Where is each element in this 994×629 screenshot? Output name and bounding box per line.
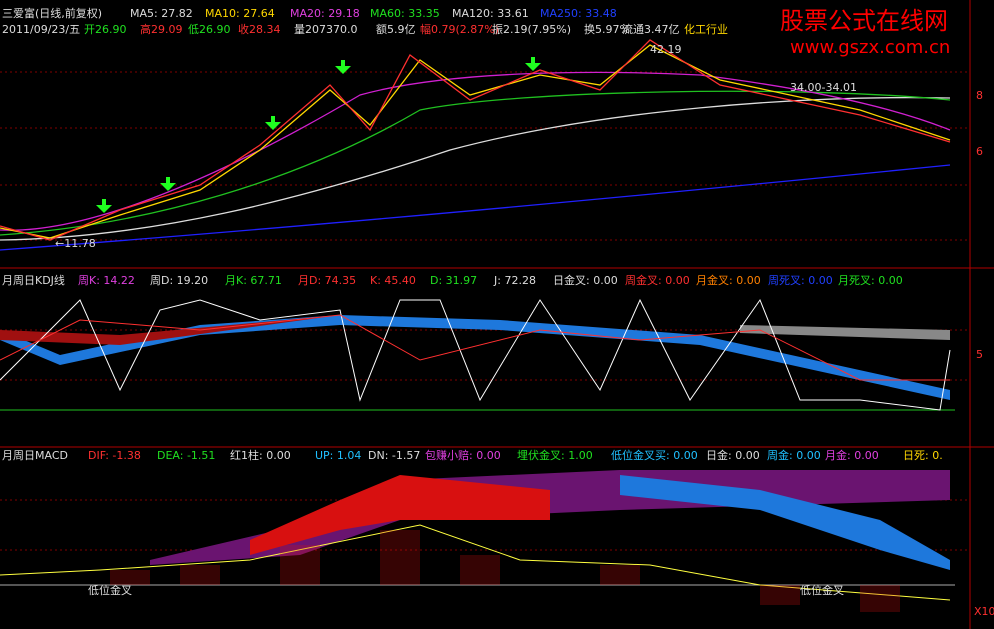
macd-label: 红1柱: 0.00 bbox=[230, 448, 291, 462]
macd-label: 周金: 0.00 bbox=[767, 448, 821, 462]
kdj-label: 周金叉: 0.00 bbox=[625, 273, 690, 287]
watermark-url: www.gszx.com.cn bbox=[790, 37, 950, 58]
ma-label: MA60: 33.35 bbox=[370, 7, 440, 20]
price-annotation: 34.00-34.01 bbox=[790, 81, 857, 94]
watermark-title: 股票公式在线网 bbox=[780, 7, 948, 35]
kdj-label: 周K: 14.22 bbox=[78, 274, 135, 287]
kdj-label: 月D: 74.35 bbox=[298, 274, 356, 287]
macd-label: 日死: 0. bbox=[903, 449, 943, 462]
ma-label: MA20: 29.18 bbox=[290, 7, 360, 20]
kdj-label: 月K: 67.71 bbox=[225, 274, 282, 287]
macd-label: DEA: -1.51 bbox=[157, 449, 215, 462]
macd-label: 低位金叉买: 0.00 bbox=[611, 448, 698, 462]
quote-label: 振2.19(7.95%) bbox=[492, 22, 571, 36]
macd-label: 月周日MACD bbox=[2, 449, 68, 462]
macd-annotation: 低位金叉 bbox=[800, 583, 844, 597]
macd-label: 日金: 0.00 bbox=[706, 448, 760, 462]
quote-label: 2011/09/23/五 bbox=[2, 23, 80, 36]
price-annotation: 42.19 bbox=[650, 43, 682, 56]
kdj-label: D: 31.97 bbox=[430, 274, 477, 287]
quote-label: 收28.34 bbox=[238, 22, 281, 36]
kdj-label: 月金叉: 0.00 bbox=[696, 273, 761, 287]
price-annotation: ←11.78 bbox=[55, 237, 96, 250]
labels: 三爱富(日线,前复权) MA5: 27.82 MA10: 27.64 MA20: 29… bbox=[2, 6, 994, 618]
ma-label: MA120: 33.61 bbox=[452, 7, 529, 20]
macd-label: 月金: 0.00 bbox=[825, 448, 879, 462]
axis-label: 8 bbox=[976, 89, 983, 102]
macd-label: 包赚小赔: 0.00 bbox=[425, 448, 501, 462]
macd-drawing bbox=[0, 470, 955, 612]
kdj-label: 日金叉: 0.00 bbox=[553, 273, 618, 287]
price-lines bbox=[0, 39, 951, 251]
macd-label: DIF: -1.38 bbox=[88, 449, 141, 462]
axis-label: 6 bbox=[976, 145, 983, 158]
ma-label: MA10: 27.64 bbox=[205, 7, 275, 20]
quote-label: 化工行业 bbox=[684, 22, 728, 36]
macd-label: UP: 1.04 bbox=[315, 449, 361, 462]
buy-arrows bbox=[96, 57, 541, 213]
ma-label: MA250: 33.48 bbox=[540, 7, 617, 20]
quote-label: 量207370.0 bbox=[294, 23, 358, 36]
kdj-label: K: 45.40 bbox=[370, 274, 416, 287]
kdj-label: 周D: 19.20 bbox=[150, 274, 208, 287]
grid bbox=[0, 71, 970, 551]
quote-label: 换5.97% bbox=[584, 22, 630, 36]
quote-label: 额5.9亿 bbox=[376, 23, 416, 36]
kdj-label: 月死叉: 0.00 bbox=[838, 274, 903, 287]
macd-annotation: 低位金叉 bbox=[88, 583, 132, 597]
axis-label: X10 bbox=[974, 605, 994, 618]
ma-label: MA5: 27.82 bbox=[130, 7, 193, 20]
quote-label: 流通3.47亿 bbox=[622, 22, 680, 36]
ma-label: 三爱富(日线,前复权) bbox=[2, 6, 102, 20]
quote-label: 高29.09 bbox=[140, 22, 183, 36]
kdj-label: 周死叉: 0.00 bbox=[768, 274, 833, 287]
kdj-drawing bbox=[0, 298, 955, 411]
macd-label: DN: -1.57 bbox=[368, 449, 420, 462]
kdj-label: 月周日KDJ线 bbox=[2, 273, 65, 287]
macd-label: 埋伏金叉: 1.00 bbox=[517, 448, 593, 462]
axis-label: 5 bbox=[976, 348, 983, 361]
quote-label: 幅0.79(2.87%) bbox=[420, 23, 499, 36]
quote-label: 开26.90 bbox=[84, 23, 127, 36]
quote-label: 低26.90 bbox=[188, 23, 231, 36]
kdj-label: J: 72.28 bbox=[493, 274, 536, 287]
